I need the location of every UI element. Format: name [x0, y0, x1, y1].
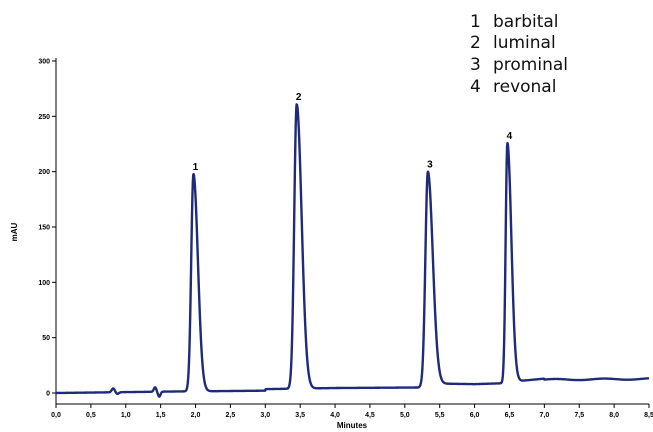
x-tick-label: 0,5: [86, 412, 96, 419]
x-tick-label: 3,5: [295, 412, 305, 419]
y-tick-label: 50: [42, 335, 50, 342]
chromatogram-trace: [55, 103, 650, 398]
x-tick-label: 8,5: [644, 412, 653, 419]
y-axis-title: mAU: [10, 222, 19, 241]
x-tick-label: 7,5: [574, 412, 584, 419]
x-tick-label: 7,0: [539, 412, 549, 419]
x-tick-label: 1,0: [121, 412, 131, 419]
y-ticks: 0 50 100 150 200 250 300: [38, 59, 56, 398]
legend-name-2: luminal: [493, 33, 556, 53]
legend-number-1: 1: [470, 12, 481, 32]
peak-labels: 1 2 3 4: [193, 92, 513, 173]
x-tick-label: 6,5: [505, 412, 515, 419]
peak-label-1: 1: [193, 162, 199, 173]
x-tick-label: 4,5: [365, 412, 375, 419]
y-tick-label: 250: [38, 114, 50, 121]
y-tick-label: 0: [46, 391, 50, 398]
legend-name-4: revonal: [493, 77, 556, 97]
y-tick-label: 200: [38, 169, 50, 176]
x-tick-label: 5,0: [400, 412, 410, 419]
x-tick-label: 5,5: [435, 412, 445, 419]
legend-number-2: 2: [470, 33, 481, 53]
legend-number-3: 3: [470, 55, 481, 75]
peak-label-4: 4: [507, 131, 513, 142]
peak-label-3: 3: [427, 160, 433, 171]
peak-label-2: 2: [296, 92, 302, 103]
x-tick-label: 1,5: [156, 412, 166, 419]
x-ticks: 0,0 0,5 1,0 1,5 2,0 2,5 3,0 3,5 4,0 4,5 5,0 5,5 6,0 6…: [51, 404, 653, 419]
y-tick-label: 150: [38, 225, 50, 232]
x-tick-label: 8,0: [609, 412, 619, 419]
legend-name-1: barbital: [493, 12, 559, 32]
x-tick-label: 0,0: [51, 412, 61, 419]
legend: 1 barbital 2 luminal 3 prominal 4 revona…: [470, 12, 568, 97]
legend-number-4: 4: [470, 77, 481, 97]
x-tick-label: 3,0: [260, 412, 270, 419]
x-axis-title: Minutes: [337, 421, 368, 430]
x-tick-label: 2,0: [191, 412, 201, 419]
y-tick-label: 100: [38, 280, 50, 287]
x-tick-label: 2,5: [226, 412, 236, 419]
y-tick-label: 300: [38, 59, 50, 66]
x-tick-label: 4,0: [330, 412, 340, 419]
legend-name-3: prominal: [493, 55, 568, 75]
x-tick-label: 6,0: [470, 412, 480, 419]
